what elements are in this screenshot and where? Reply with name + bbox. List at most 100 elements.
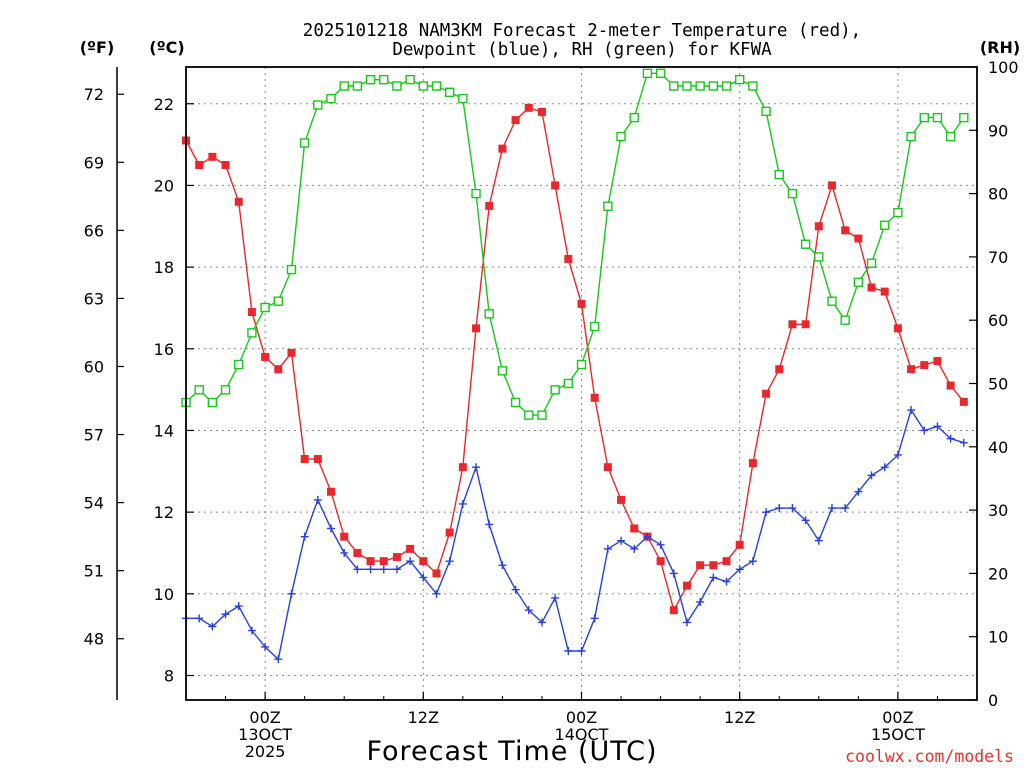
rh-point <box>365 74 376 85</box>
rh-tick-label: 80 <box>988 185 1008 204</box>
temperature-point <box>854 234 863 243</box>
temperature-point <box>392 553 401 562</box>
dewpoint-point <box>551 593 560 602</box>
dewpoint-point <box>406 557 415 566</box>
celsius-unit-label: (ºC) <box>149 38 184 57</box>
temperature-point <box>458 463 467 472</box>
dewpoint-point <box>419 573 428 582</box>
rh-point <box>695 81 705 91</box>
dewpoint-point <box>195 614 204 623</box>
fahrenheit-tick-label: 48 <box>84 630 104 649</box>
rh-point <box>840 315 850 325</box>
temperature-point <box>300 455 309 464</box>
rh-point <box>510 397 521 408</box>
credit-text: coolwx.com/models <box>845 747 1014 766</box>
rh-point <box>550 385 560 395</box>
dewpoint-point <box>656 540 665 549</box>
dewpoint-point <box>234 602 243 611</box>
rh-tick-label: 10 <box>988 628 1008 647</box>
temperature-point <box>735 540 744 549</box>
time-tick-label: 00Z <box>882 708 913 727</box>
rh-point <box>524 410 534 420</box>
fahrenheit-tick-label: 60 <box>84 357 104 376</box>
fahrenheit-tick-label: 66 <box>84 221 104 240</box>
dewpoint-point <box>959 438 968 447</box>
rh-point <box>444 87 455 98</box>
dewpoint-point <box>788 504 797 513</box>
rh-point <box>827 296 837 306</box>
temperature-point <box>656 557 665 566</box>
dewpoint-point <box>340 548 349 557</box>
temperature-point <box>748 459 757 468</box>
rh-point <box>286 264 297 275</box>
temperature-point <box>841 226 850 235</box>
temperature-point <box>762 389 771 398</box>
celsius-tick-label: 10 <box>154 585 174 604</box>
rh-point <box>194 385 204 395</box>
temperature-point <box>221 161 230 170</box>
temperature-point <box>432 569 441 578</box>
temperature-point <box>406 544 415 553</box>
rh-point <box>761 106 771 117</box>
temperature-point <box>893 324 902 333</box>
temperature-point <box>472 324 481 333</box>
dewpoint-point <box>511 585 520 594</box>
fahrenheit-tick-label: 63 <box>84 289 104 308</box>
temperature-point <box>287 348 296 357</box>
rh-point <box>682 81 692 91</box>
temperature-point <box>261 352 270 361</box>
temperature-point <box>577 299 586 308</box>
rh-tick-label: 70 <box>988 248 1008 267</box>
rh-point <box>563 378 574 389</box>
celsius-tick-label: 22 <box>154 95 174 114</box>
rh-point <box>234 359 244 370</box>
dewpoint-point <box>498 561 507 570</box>
dewpoint-point <box>287 589 296 598</box>
dewpoint-point <box>907 406 916 415</box>
temperature-point <box>208 152 217 161</box>
temperature-point <box>327 487 336 496</box>
temperature-point <box>419 557 428 566</box>
temperature-point <box>630 524 639 533</box>
rh-point <box>458 93 468 104</box>
temperature-point <box>801 320 810 329</box>
temperature-point <box>946 381 955 390</box>
rh-point <box>800 239 811 249</box>
dewpoint-point <box>643 532 652 541</box>
time-tick-label: 00Z <box>566 708 597 727</box>
dewpoint-point <box>841 504 850 513</box>
dewpoint-point <box>682 618 691 627</box>
rh-point <box>866 258 877 268</box>
dewpoint-point <box>735 565 744 574</box>
temperature-point <box>340 532 349 541</box>
rh-point <box>603 201 613 211</box>
temperature-point <box>524 103 533 112</box>
dewpoint-point <box>208 622 217 631</box>
temperature-point <box>788 320 797 329</box>
chart-title-line1: 2025101218 NAM3KM Forecast 2-meter Tempe… <box>303 21 861 41</box>
rh-point <box>616 131 626 142</box>
rh-point <box>735 74 745 85</box>
rh-point <box>669 81 679 91</box>
dewpoint-point <box>458 499 467 508</box>
rh-point <box>853 277 864 287</box>
time-tick-label: 13OCT <box>238 725 292 744</box>
dewpoint-point <box>709 573 718 582</box>
temperature-point <box>379 557 388 566</box>
temperature-point <box>195 161 204 170</box>
dewpoint-point <box>537 618 546 627</box>
celsius-tick-label: 20 <box>154 176 174 195</box>
rh-point <box>880 220 890 230</box>
time-tick-label: 12Z <box>724 708 755 727</box>
dewpoint-point <box>801 516 810 525</box>
temperature-point <box>722 557 731 566</box>
dewpoint-point <box>432 589 441 598</box>
rh-point <box>945 131 956 142</box>
dewpoint-point <box>696 597 705 606</box>
rh-tick-label: 100 <box>988 58 1019 77</box>
dewpoint-point <box>445 557 454 566</box>
rh-point <box>537 410 547 420</box>
rh-point <box>576 359 587 370</box>
dewpoint-point <box>577 646 586 655</box>
rh-point <box>471 188 481 199</box>
